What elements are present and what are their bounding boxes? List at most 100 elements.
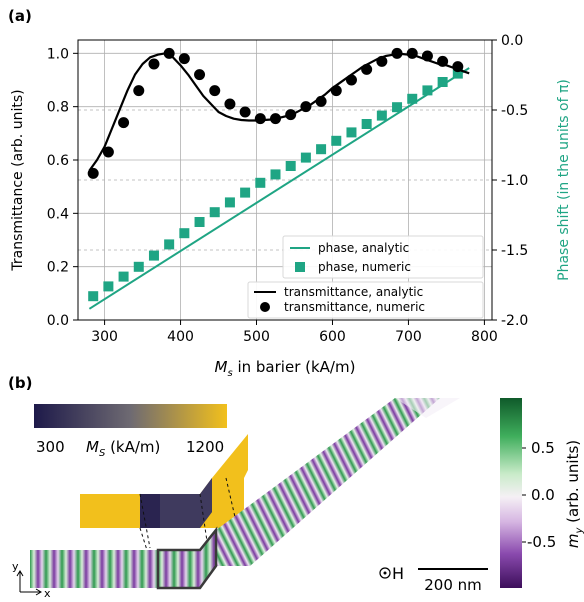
transmittance-numeric-point [178, 53, 190, 65]
phase-numeric-point [209, 207, 220, 218]
phase-numeric-point [255, 177, 266, 188]
transmittance-numeric-point [87, 167, 99, 179]
transmittance-numeric-point [118, 117, 130, 129]
ms-colorbar-min: 300 [36, 438, 65, 456]
phase-numeric-point [164, 239, 175, 250]
transmittance-numeric-point [345, 74, 357, 86]
phase-numeric-point [300, 152, 311, 163]
phase-numeric-point [103, 281, 114, 292]
my-colorbar-gradient [500, 398, 522, 588]
legend-phase-numeric-label: phase, numeric [318, 260, 411, 274]
legend-trans-numeric-swatch [260, 302, 270, 312]
my-colorbar-title: my (arb. units) [564, 440, 584, 548]
legend-trans-analytic-label: transmittance, analytic [284, 285, 423, 299]
phase-numeric-point [240, 187, 251, 198]
transmittance-numeric-point [330, 85, 342, 97]
inset-barrier-gradient [160, 478, 212, 528]
axis-x-label: x [44, 587, 51, 598]
phase-numeric-point [118, 271, 129, 282]
y-right-tick-label: -0.5 [501, 103, 528, 119]
y-right-tick-label: 0.0 [501, 33, 523, 49]
x-arrowhead-icon [35, 588, 42, 596]
y-axis-left: 0.0 0.2 0.4 0.6 0.8 1.0 [47, 46, 78, 329]
y-axis-left-title: Transmittance (arb. units) [10, 89, 26, 271]
transmittance-numeric-point [148, 58, 160, 70]
x-tick-label: 700 [395, 329, 422, 345]
panel-b-label: (b) [8, 374, 32, 392]
legend-trans-numeric-label: transmittance, numeric [284, 300, 425, 314]
panel-a-label: (a) [8, 7, 32, 25]
legend-phase: phase, analytic phase, numeric [282, 235, 484, 279]
axis-y-label: y [12, 560, 19, 573]
transmittance-numeric-point [391, 47, 403, 59]
transmittance-numeric-point [285, 109, 297, 121]
field-label: H [392, 564, 404, 583]
phase-numeric-point [331, 135, 342, 146]
transmittance-numeric-point [133, 85, 145, 97]
phase-numeric-point [133, 261, 144, 272]
legend-transmittance: transmittance, analytic transmittance, n… [247, 281, 484, 319]
phase-numeric-point [392, 102, 403, 113]
phase-numeric-point [194, 217, 205, 227]
y-left-tick-label: 0.6 [47, 153, 69, 169]
waveguide-fade [395, 398, 460, 418]
y-left-tick-label: 0.0 [47, 313, 69, 329]
y-left-tick-label: 1.0 [47, 46, 69, 62]
transmittance-numeric-point [361, 63, 373, 75]
phase-numeric-point [376, 110, 387, 121]
plot-area: 300 400 500 600 700 800 0.0 0.2 0.4 0.6 0.8 1.0 0.… [47, 33, 529, 345]
y-right-tick-label: -1.5 [501, 243, 528, 259]
transmittance-numeric-point [209, 85, 221, 97]
ms-colorbar-title: MS (kA/m) [86, 438, 160, 459]
legend-phase-analytic-label: phase, analytic [318, 241, 409, 255]
phase-numeric-point [88, 291, 99, 302]
y-left-tick-label: 0.4 [47, 206, 69, 222]
field-out-of-plane-icon [379, 567, 391, 579]
transmittance-numeric-point [254, 113, 266, 125]
transmittance-numeric-point [406, 47, 418, 59]
waveguide-horizontal [30, 550, 175, 588]
x-tick-label: 600 [319, 329, 346, 345]
y-right-tick-label: -1.0 [501, 173, 528, 189]
my-colorbar: 0.5 0.0 -0.5 my (arb. units) [500, 398, 584, 588]
my-colorbar-tick-label: 0.5 [531, 439, 555, 457]
y-right-tick-label: -2.0 [501, 313, 528, 329]
field-indicator: H [379, 564, 404, 583]
phase-numeric-point [316, 144, 327, 155]
x-tick-label: 500 [243, 329, 270, 345]
my-colorbar-tick-label: 0.0 [531, 486, 555, 504]
y-left-tick-label: 0.2 [47, 260, 69, 276]
transmittance-numeric-point [437, 55, 449, 67]
transmittance-numeric-point [421, 50, 433, 62]
ms-colorbar: 300 MS (kA/m) 1200 [34, 404, 227, 459]
ms-colorbar-gradient [34, 404, 227, 428]
phase-numeric-point [452, 68, 463, 79]
phase-numeric-point [437, 77, 448, 87]
transmittance-numeric-point [376, 55, 388, 67]
my-colorbar-tick-label: -0.5 [527, 533, 556, 551]
phase-numeric-point [422, 85, 433, 96]
x-tick-label: 400 [167, 329, 194, 345]
phase-numeric-point [346, 127, 357, 138]
y-left-tick-label: 0.8 [47, 100, 69, 116]
scale-bar-label: 200 nm [424, 576, 482, 594]
y-axis-right-title: Phase shift (in the units of π) [556, 79, 572, 281]
phase-numeric-point [361, 119, 372, 129]
waveguide-simulation [30, 398, 460, 590]
x-axis-title: Ms in barier (kA/m) [215, 358, 356, 379]
x-axis: 300 400 500 600 700 800 [91, 320, 498, 345]
transmittance-numeric-point [239, 106, 251, 118]
transmittance-numeric-point [452, 61, 464, 73]
phase-numeric-point [179, 228, 190, 239]
transmittance-numeric-point [194, 69, 206, 81]
barrier-outline [156, 526, 218, 590]
legend-phase-numeric-swatch [295, 262, 305, 272]
barrier-inset [80, 434, 248, 586]
transmittance-numeric-point [315, 95, 327, 107]
x-tick-label: 800 [471, 329, 498, 345]
transmittance-numeric-point [102, 146, 114, 158]
transmittance-numeric-point [300, 101, 312, 113]
phase-numeric-point [407, 93, 418, 104]
ms-colorbar-max: 1200 [186, 438, 224, 456]
